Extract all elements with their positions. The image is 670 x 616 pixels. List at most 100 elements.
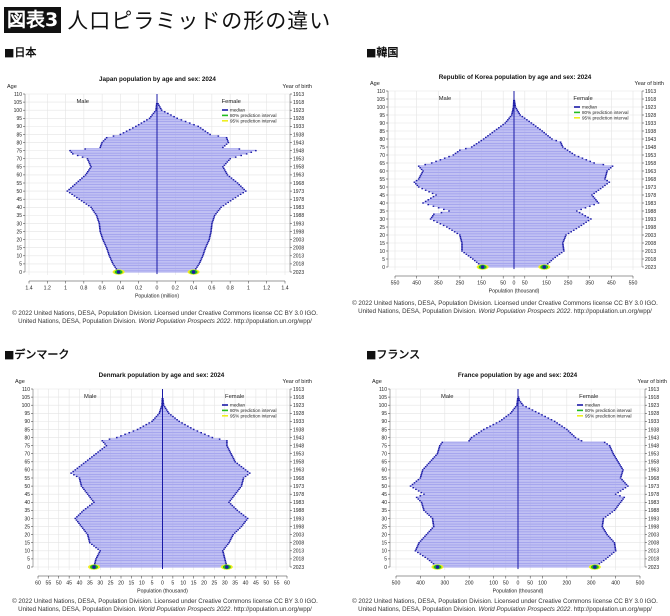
bar-female [162, 507, 236, 510]
bar-male [86, 172, 157, 174]
age-tick-label: 100 [14, 108, 23, 114]
median-point-female [236, 509, 239, 512]
median-point-female [192, 428, 195, 431]
median-point-male [152, 112, 155, 115]
median-point-female [226, 161, 229, 163]
bar-male [433, 562, 518, 565]
median-point-female [605, 532, 607, 534]
median-point-male [88, 540, 91, 542]
age-tick-label: 10 [381, 549, 387, 555]
bar-female [518, 457, 617, 460]
median-point-female [614, 548, 617, 550]
bar-male [417, 545, 518, 547]
median-point-female [606, 533, 608, 536]
bar-male [441, 443, 518, 445]
age-tick-label: 50 [24, 484, 30, 490]
median-point-male [415, 183, 417, 185]
bar-female [514, 120, 530, 122]
age-tick-label: 30 [379, 217, 385, 223]
median-point-male [497, 127, 500, 129]
x-tick-label: 35 [232, 581, 238, 587]
bar-female [157, 175, 230, 178]
age-tick-label: 85 [381, 427, 387, 433]
median-point-female [619, 501, 622, 503]
year-tick-label: 1918 [648, 395, 659, 401]
bar-female [157, 212, 216, 215]
bar-female [162, 441, 227, 443]
bar-male [103, 240, 157, 242]
median-point-female [607, 556, 609, 558]
median-point-female [162, 404, 165, 406]
bar-female [514, 192, 595, 194]
median-point-male [73, 474, 75, 476]
footer-line-1: © 2022 United Nations, DESA, Population … [352, 300, 658, 307]
median-point-female [234, 493, 237, 495]
median-point-male [98, 225, 101, 228]
median-point-female [222, 166, 224, 168]
median-point-male [79, 480, 82, 482]
median-point-male [100, 143, 103, 145]
bar-male [78, 180, 157, 182]
median-point-male [511, 410, 513, 413]
bar-male [501, 418, 518, 421]
median-point-female [559, 141, 562, 143]
bar-male [417, 184, 514, 186]
bar-male [92, 499, 163, 502]
median-point-female [627, 485, 629, 487]
median-point-female [581, 213, 584, 215]
median-point-female [220, 206, 222, 208]
median-point-female [617, 461, 619, 463]
age-tick-label: 10 [24, 549, 30, 555]
bar-female [514, 195, 594, 198]
median-point-female [597, 202, 600, 204]
bar-female [157, 138, 228, 140]
bar-male [420, 553, 518, 555]
median-point-male [86, 493, 89, 495]
bar-female [157, 117, 178, 119]
median-point-female [593, 162, 595, 164]
median-point-male [71, 193, 73, 196]
median-point-male [427, 203, 430, 206]
median-point-male [440, 211, 443, 214]
median-point-male [427, 462, 430, 465]
median-point-female [580, 224, 583, 227]
median-point-female [224, 170, 227, 173]
bar-male [470, 438, 518, 440]
median-point-female [601, 522, 604, 525]
legend-entry: median [585, 403, 601, 408]
median-point-male [443, 157, 446, 159]
bar-female [514, 250, 564, 252]
bar-female [157, 170, 226, 173]
footer-line-2: United Nations, DESA, Population Divisio… [340, 308, 670, 316]
median-point-male [432, 563, 435, 565]
x-tick-label: 50 [500, 281, 506, 287]
median-point-male [97, 219, 100, 221]
bar-female [518, 470, 623, 473]
median-point-female [521, 115, 524, 118]
bar-male [431, 216, 514, 218]
bar-male [105, 443, 163, 445]
median-point-female [207, 435, 210, 437]
median-point-female [241, 524, 244, 526]
median-point-female [241, 480, 244, 482]
median-point-male [511, 109, 514, 111]
bar-female [162, 478, 244, 481]
bar-female [162, 562, 226, 565]
median-point-female [621, 478, 623, 481]
bar-male [101, 235, 157, 237]
x-tick-label: 40 [77, 581, 83, 587]
median-point-female [602, 520, 604, 523]
year-tick-label: 1943 [293, 140, 304, 146]
bar-female [162, 527, 240, 529]
year-tick-label: 1928 [293, 411, 304, 417]
age-tick-label: 35 [381, 508, 387, 514]
bar-male [415, 550, 518, 552]
bar-female [518, 412, 539, 414]
x-tick-label: 0.8 [227, 286, 234, 292]
bar-female [157, 246, 206, 249]
median-point-female [612, 540, 614, 542]
bar-female [157, 178, 234, 181]
bar-male [138, 123, 157, 126]
bar-female [162, 472, 250, 474]
bar-male [82, 156, 157, 158]
